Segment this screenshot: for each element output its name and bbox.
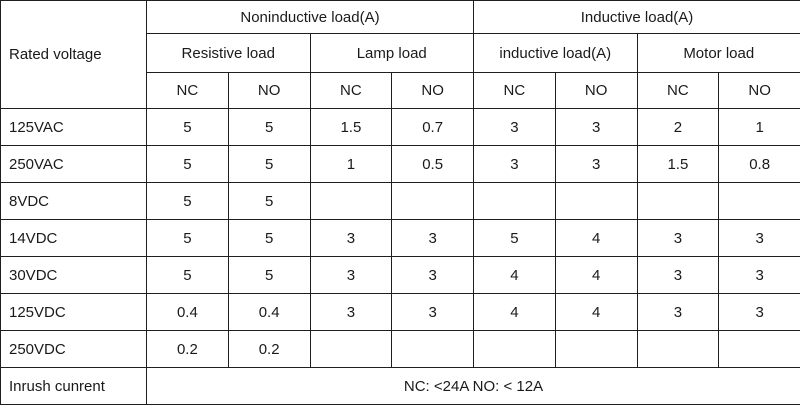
data-cell: 1 [309, 145, 393, 183]
data-cell: 3 [391, 219, 474, 257]
data-cell [309, 330, 393, 368]
header-row-contacts: NC NO NC NO NC NO NC NO [1, 72, 800, 109]
row-label: 125VAC [0, 108, 147, 146]
contact-header: NO [391, 72, 474, 109]
data-cell [391, 330, 474, 368]
table-row-8vdc: 8VDC 5 5 [0, 182, 800, 220]
data-cell: 4 [554, 256, 638, 294]
row-label: 14VDC [0, 219, 147, 257]
data-cell: 5 [146, 145, 229, 183]
table-row-125vdc: 125VDC 0.4 0.4 3 3 4 4 3 3 [0, 293, 800, 331]
sub-header-lamp-load: Lamp load [309, 33, 474, 73]
data-cell: 4 [473, 256, 556, 294]
sub-header-inductive-load: inductive load(A) [473, 33, 638, 73]
row-label: 250VDC [0, 330, 147, 368]
data-cell: 5 [227, 108, 311, 146]
table-row-125vac: 125VAC 5 5 1.5 0.7 3 3 2 1 [0, 108, 800, 146]
contact-header: NC [636, 72, 720, 109]
row-label: 8VDC [0, 182, 147, 220]
data-cell: 3 [718, 293, 800, 331]
data-cell: 4 [554, 293, 638, 331]
contact-header: NO [554, 72, 638, 109]
data-cell: 5 [146, 108, 229, 146]
data-cell: 1 [718, 108, 800, 146]
data-cell [554, 182, 638, 220]
data-cell: 3 [636, 293, 720, 331]
group-header-noninductive: Noninductive load(A) [146, 0, 474, 34]
data-cell: 2 [636, 108, 720, 146]
data-cell: 3 [718, 219, 800, 257]
data-cell: 5 [146, 219, 229, 257]
contact-header: NC [146, 72, 229, 109]
data-cell: 3 [636, 219, 720, 257]
data-cell: 0.8 [718, 145, 800, 183]
table-row-14vdc: 14VDC 5 5 3 3 5 4 3 3 [0, 219, 800, 257]
data-cell: 4 [473, 293, 556, 331]
data-cell [391, 182, 474, 220]
row-label: 250VAC [0, 145, 147, 183]
data-cell: 3 [554, 145, 638, 183]
data-cell: 3 [309, 219, 393, 257]
data-cell: 3 [309, 293, 393, 331]
data-cell [718, 330, 800, 368]
data-cell: 3 [309, 256, 393, 294]
data-cell [554, 330, 638, 368]
data-cell [636, 330, 720, 368]
contact-header: NO [718, 72, 800, 109]
header-row-subgroups: Resistive load Lamp load inductive load(… [1, 33, 800, 73]
data-cell: 3 [554, 108, 638, 146]
group-header-inductive: Inductive load(A) [473, 0, 800, 34]
row-label: 125VDC [0, 293, 147, 331]
data-cell: 0.4 [146, 293, 229, 331]
data-cell: 3 [391, 293, 474, 331]
data-cell: 5 [146, 182, 229, 220]
data-cell: 5 [227, 182, 311, 220]
data-cell: 5 [146, 256, 229, 294]
table-row-250vac: 250VAC 5 5 1 0.5 3 3 1.5 0.8 [0, 145, 800, 183]
sub-header-motor-load: Motor load [636, 33, 800, 73]
footer-label: Inrush cunrent [0, 367, 147, 405]
data-cell: 3 [473, 145, 556, 183]
data-cell: 3 [391, 256, 474, 294]
data-cell [636, 182, 720, 220]
header-row-groups: Rated voltage Noninductive load(A) Induc… [0, 0, 800, 109]
table-row-250vdc: 250VDC 0.2 0.2 [0, 330, 800, 368]
data-cell: 0.5 [391, 145, 474, 183]
data-cell [718, 182, 800, 220]
table-row-30vdc: 30VDC 5 5 3 3 4 4 3 3 [0, 256, 800, 294]
data-cell [473, 330, 556, 368]
data-cell: 1.5 [309, 108, 393, 146]
data-cell: 3 [718, 256, 800, 294]
table-row-inrush-current: Inrush cunrent NC: <24A NO: < 12A [0, 367, 800, 405]
data-cell: 5 [473, 219, 556, 257]
data-cell: 5 [227, 145, 311, 183]
footer-value: NC: <24A NO: < 12A [146, 367, 800, 405]
contact-header: NC [309, 72, 393, 109]
row-label: 30VDC [0, 256, 147, 294]
corner-header-rated-voltage: Rated voltage [0, 0, 147, 109]
data-cell: 0.4 [227, 293, 311, 331]
data-cell [309, 182, 393, 220]
data-cell [473, 182, 556, 220]
data-cell: 0.2 [227, 330, 311, 368]
data-cell: 0.7 [391, 108, 474, 146]
data-cell: 3 [473, 108, 556, 146]
data-cell: 5 [227, 256, 311, 294]
sub-header-resistive-load: Resistive load [146, 33, 311, 73]
contact-header: NC [473, 72, 556, 109]
data-cell: 5 [227, 219, 311, 257]
data-cell: 0.2 [146, 330, 229, 368]
data-cell: 1.5 [636, 145, 720, 183]
contact-header: NO [227, 72, 311, 109]
data-cell: 3 [636, 256, 720, 294]
data-cell: 4 [554, 219, 638, 257]
